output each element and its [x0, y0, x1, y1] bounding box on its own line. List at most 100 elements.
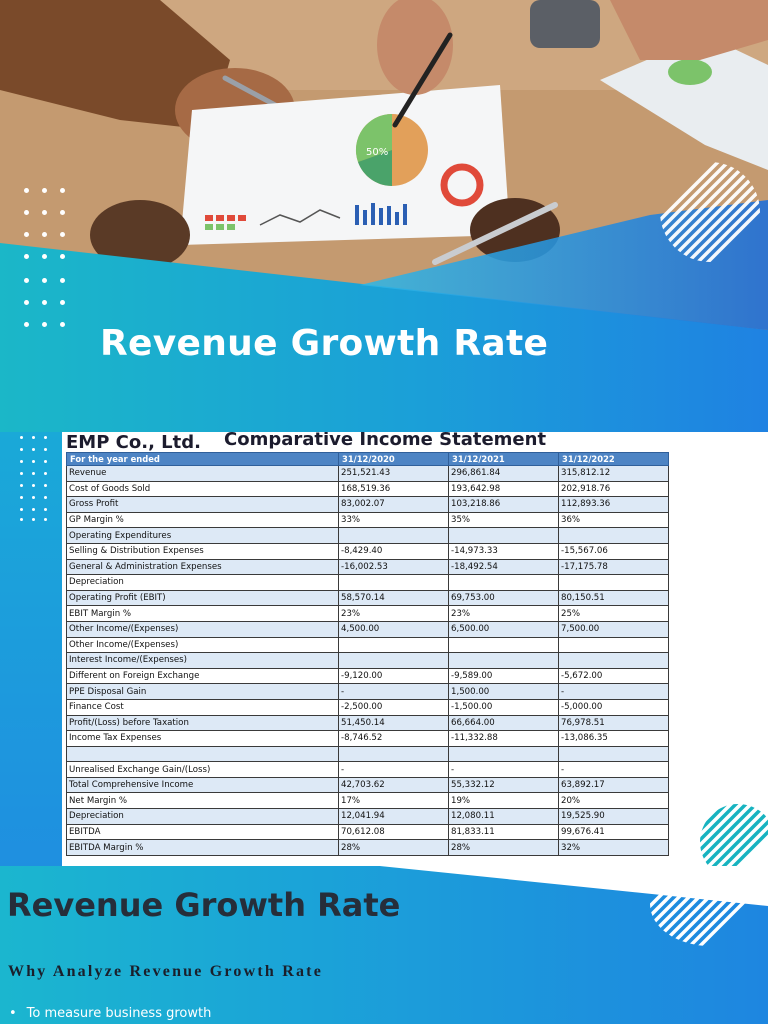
- value-cell: [558, 652, 669, 669]
- section-subtitle: Why Analyze Revenue Growth Rate: [8, 963, 323, 980]
- row-label-cell: Depreciation: [66, 574, 339, 591]
- value-cell: 76,978.51: [558, 714, 669, 732]
- table-row: Operating Profit (EBIT) 58,570.14 69,753.0…: [66, 589, 669, 607]
- value-cell: [448, 636, 559, 654]
- value-cell: -18,492.54: [448, 558, 559, 576]
- value-cell: -13,086.35: [558, 730, 669, 747]
- value-cell: 70,612.08: [338, 823, 449, 841]
- row-label-cell: EBITDA: [66, 823, 339, 841]
- value-cell: 32%: [558, 839, 669, 856]
- value-cell: 19%: [448, 792, 559, 810]
- value-cell: 99,676.41: [558, 823, 669, 841]
- value-cell: 58,570.14: [338, 589, 449, 607]
- value-cell: 7,500.00: [558, 620, 669, 638]
- background-shapes: [0, 866, 768, 946]
- row-label-cell: EBIT Margin %: [66, 605, 339, 622]
- value-cell: -9,120.00: [338, 667, 449, 685]
- row-label-cell: Finance Cost: [66, 698, 339, 716]
- value-cell: 69,753.00: [448, 589, 559, 607]
- table-body: Revenue 251,521.43 296,861.84 315,812.12 Cos…: [66, 465, 669, 856]
- value-cell: [448, 527, 559, 544]
- slide-why-analyze: Revenue Growth Rate Why Analyze Revenue …: [0, 866, 768, 1024]
- value-cell: [338, 745, 449, 763]
- value-cell: [448, 652, 559, 669]
- row-label-cell: General & Administration Expenses: [66, 558, 339, 576]
- value-cell: 12,080.11: [448, 808, 559, 825]
- striped-cloud-decoration: [700, 804, 768, 868]
- value-cell: 4,500.00: [338, 620, 449, 638]
- value-cell: 17%: [338, 792, 449, 810]
- value-cell: [338, 574, 449, 591]
- left-accent-bar: [0, 432, 62, 868]
- value-cell: -11,332.88: [448, 730, 559, 747]
- photo-pie-label: 50%: [366, 147, 388, 158]
- table-row: [66, 745, 669, 763]
- value-cell: 25%: [558, 605, 669, 622]
- value-cell: 202,918.76: [558, 480, 669, 498]
- table-row: Finance Cost -2,500.00 -1,500.00 -5,000.00: [66, 698, 669, 716]
- value-cell: 296,861.84: [448, 465, 559, 482]
- column-header: 31/12/2021: [448, 452, 559, 466]
- value-cell: 80,150.51: [558, 589, 669, 607]
- table-row: Depreciation 12,041.94 12,080.11 19,525.90: [66, 808, 669, 825]
- bullet-text: To measure business growth: [26, 1006, 212, 1021]
- table-row: Other Income/(Expenses) 4,500.00 6,500.00 7…: [66, 620, 669, 638]
- table-row: Other Income/(Expenses): [66, 636, 669, 654]
- bullet-icon: •: [9, 1006, 17, 1021]
- value-cell: -5,672.00: [558, 667, 669, 685]
- table-row: Depreciation: [66, 574, 669, 591]
- column-header: 31/12/2020: [338, 452, 449, 466]
- value-cell: 251,521.43: [338, 465, 449, 482]
- value-cell: -: [448, 761, 559, 778]
- row-label-cell: Different on Foreign Exchange: [66, 667, 339, 685]
- row-label-cell: EBITDA Margin %: [66, 839, 339, 856]
- table-row: Different on Foreign Exchange -9,120.00 -9…: [66, 667, 669, 685]
- table-header-row: For the year ended 31/12/2020 31/12/2021…: [66, 452, 669, 466]
- table-row: Unrealised Exchange Gain/(Loss) - - -: [66, 761, 669, 778]
- decorative-dot-grid: [20, 436, 50, 521]
- row-label-cell: Interest Income/(Expenses): [66, 652, 339, 669]
- value-cell: 103,218.86: [448, 496, 559, 513]
- value-cell: [338, 527, 449, 544]
- table-row: General & Administration Expenses -16,002…: [66, 558, 669, 576]
- table-row: EBITDA Margin % 28% 28% 32%: [66, 839, 669, 856]
- row-label-cell: Operating Expenditures: [66, 527, 339, 544]
- value-cell: -2,500.00: [338, 698, 449, 716]
- row-label-cell: Net Margin %: [66, 792, 339, 810]
- table-row: Selling & Distribution Expenses -8,429.40…: [66, 542, 669, 560]
- value-cell: 112,893.36: [558, 496, 669, 513]
- decorative-dot-grid: [24, 188, 74, 333]
- value-cell: 12,041.94: [338, 808, 449, 825]
- value-cell: 19,525.90: [558, 808, 669, 825]
- value-cell: 28%: [338, 839, 449, 856]
- value-cell: -14,973.33: [448, 542, 559, 560]
- row-label-cell: PPE Disposal Gain: [66, 683, 339, 700]
- row-label-cell: Other Income/(Expenses): [66, 620, 339, 638]
- bullet-item: • To measure business growth: [9, 1006, 211, 1021]
- value-cell: 81,833.11: [448, 823, 559, 841]
- column-header: 31/12/2022: [558, 452, 669, 466]
- table-row: EBITDA 70,612.08 81,833.11 99,676.41: [66, 823, 669, 841]
- table-row: Gross Profit 83,002.07 103,218.86 112,893.3…: [66, 496, 669, 513]
- slide-title: Revenue Growth Rate: [100, 323, 549, 364]
- table-row: Cost of Goods Sold 168,519.36 193,642.98 20…: [66, 480, 669, 498]
- value-cell: -16,002.53: [338, 558, 449, 576]
- statement-title: Comparative Income Statement: [224, 432, 547, 450]
- row-label-cell: Gross Profit: [66, 496, 339, 513]
- value-cell: [558, 574, 669, 591]
- row-label-cell: Cost of Goods Sold: [66, 480, 339, 498]
- company-name: EMP Co., Ltd.: [66, 432, 201, 453]
- value-cell: -5,000.00: [558, 698, 669, 716]
- value-cell: [558, 527, 669, 544]
- value-cell: -15,567.06: [558, 542, 669, 560]
- value-cell: -: [558, 761, 669, 778]
- value-cell: 36%: [558, 511, 669, 529]
- value-cell: 20%: [558, 792, 669, 810]
- row-label-cell: Operating Profit (EBIT): [66, 589, 339, 607]
- table-row: Interest Income/(Expenses): [66, 652, 669, 669]
- row-label-cell: Revenue: [66, 465, 339, 482]
- row-label-cell: [66, 745, 339, 763]
- value-cell: 315,812.12: [558, 465, 669, 482]
- value-cell: [448, 574, 559, 591]
- value-cell: [448, 745, 559, 763]
